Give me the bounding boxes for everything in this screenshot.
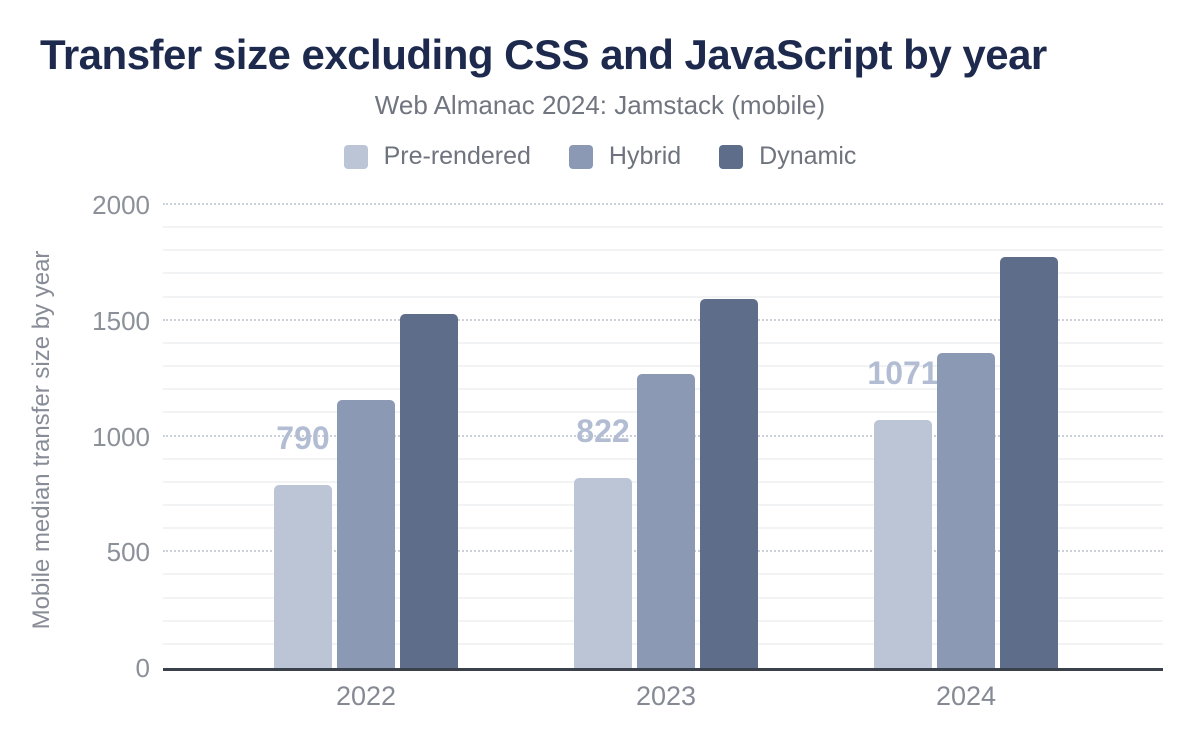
legend-label-dynamic: Dynamic [759,142,857,170]
bar-group-2023: 822 [572,205,760,668]
legend-label-pre-rendered: Pre-rendered [383,142,531,170]
y-tick-1000: 1000 [92,421,150,452]
bar-2023-pre-rendered[interactable]: 822 [574,415,632,668]
bar-2022-hybrid[interactable] [337,399,395,668]
legend: Pre-rendered Hybrid Dynamic [0,142,1200,171]
bar-2024-hybrid[interactable] [937,353,995,668]
y-tick-0: 0 [135,653,150,683]
minor-gridline-1900 [163,226,1163,229]
chart-subtitle: Web Almanac 2024: Jamstack (mobile) [374,90,826,120]
bar-2022-pre-rendered[interactable]: 790 [274,422,332,668]
legend-swatch-pre-rendered-icon [343,144,368,169]
bar-group-2022: 790 [272,205,460,668]
major-gridline-1500 [163,318,1163,321]
bar-2022-dynamic[interactable] [400,313,458,668]
legend-item-pre-rendered[interactable]: Pre-rendered [343,142,531,171]
bar-2024-pre-rendered[interactable]: 1071 [867,357,939,668]
legend-item-hybrid[interactable]: Hybrid [568,142,682,171]
minor-gridline-1800 [163,249,1163,252]
x-label-2023: 2023 [635,681,697,711]
legend-item-dynamic[interactable]: Dynamic [719,142,856,171]
y-tick-1500: 1500 [92,305,150,336]
bar-value-label-2022-pre-rendered: 790 [276,420,330,457]
plot-area: 790 2022 822 2023 1071 2024 [163,203,1163,711]
minor-gridline-1700 [163,272,1163,275]
bar-group-2024: 1071 [867,205,1060,668]
bar-2023-dynamic[interactable] [700,298,758,668]
bar-value-label-2024-pre-rendered: 1071 [867,355,939,392]
x-label-2022: 2022 [335,681,397,711]
major-gridline-2000 [163,203,1163,205]
bar-value-label-2023-pre-rendered: 822 [576,412,630,449]
minor-gridline-1600 [163,295,1163,298]
legend-swatch-hybrid-icon [568,144,593,169]
legend-label-hybrid: Hybrid [608,142,682,170]
x-label-2024: 2024 [935,681,997,711]
y-tick-500: 500 [106,537,150,568]
minor-gridline-1300 [163,365,1163,368]
y-axis-ticks: 0 500 1000 1500 2000 [0,190,150,683]
chart-title: Transfer size excluding CSS and JavaScri… [40,31,1047,78]
bar-2024-dynamic[interactable] [1000,257,1058,668]
legend-swatch-dynamic-icon [719,144,744,169]
minor-gridline-1400 [163,341,1163,344]
y-tick-2000: 2000 [92,190,150,220]
bar-2023-hybrid[interactable] [637,374,695,668]
